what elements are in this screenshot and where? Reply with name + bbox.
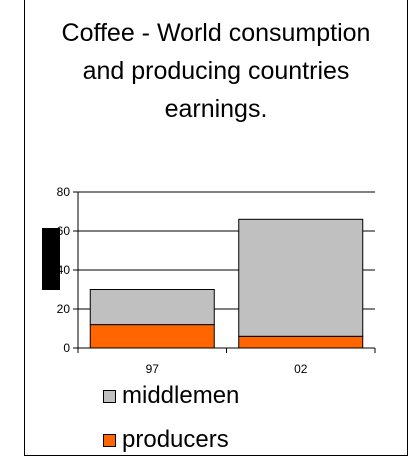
legend-label-producers: producers xyxy=(122,426,229,453)
legend-item-producers: producers xyxy=(103,418,239,462)
axis-layer: 0 20 40 60 80 97 02 xyxy=(42,185,376,376)
chart-title-line: Coffee - World consumption xyxy=(61,19,371,47)
bar-producers-02 xyxy=(238,335,364,349)
legend-swatch-producers xyxy=(103,433,116,447)
y-tick-label: 60 xyxy=(57,224,71,238)
bar-layer xyxy=(89,218,364,349)
legend: middlemen producers xyxy=(103,374,239,462)
bar-middlemen-02 xyxy=(238,218,364,337)
legend-item-middlemen: middlemen xyxy=(103,374,239,418)
y-tick-label: 80 xyxy=(57,185,71,199)
chart-title-line: earnings. xyxy=(164,95,268,123)
legend-swatch-middlemen xyxy=(103,389,116,403)
chart-title-line: and producing countries xyxy=(82,57,350,85)
bar-producers-97 xyxy=(89,324,215,349)
bar-middlemen-97 xyxy=(89,289,215,326)
x-tick-label: 02 xyxy=(294,362,308,376)
y-tick-label: 0 xyxy=(63,341,70,355)
axis-label-block xyxy=(42,228,60,290)
y-tick-label: 20 xyxy=(57,302,71,316)
legend-label-middlemen: middlemen xyxy=(122,382,240,409)
y-tick-label: 40 xyxy=(57,263,71,277)
chart-title: Coffee - World consumption and producing… xyxy=(24,14,408,128)
x-tick-label: 97 xyxy=(146,362,160,376)
